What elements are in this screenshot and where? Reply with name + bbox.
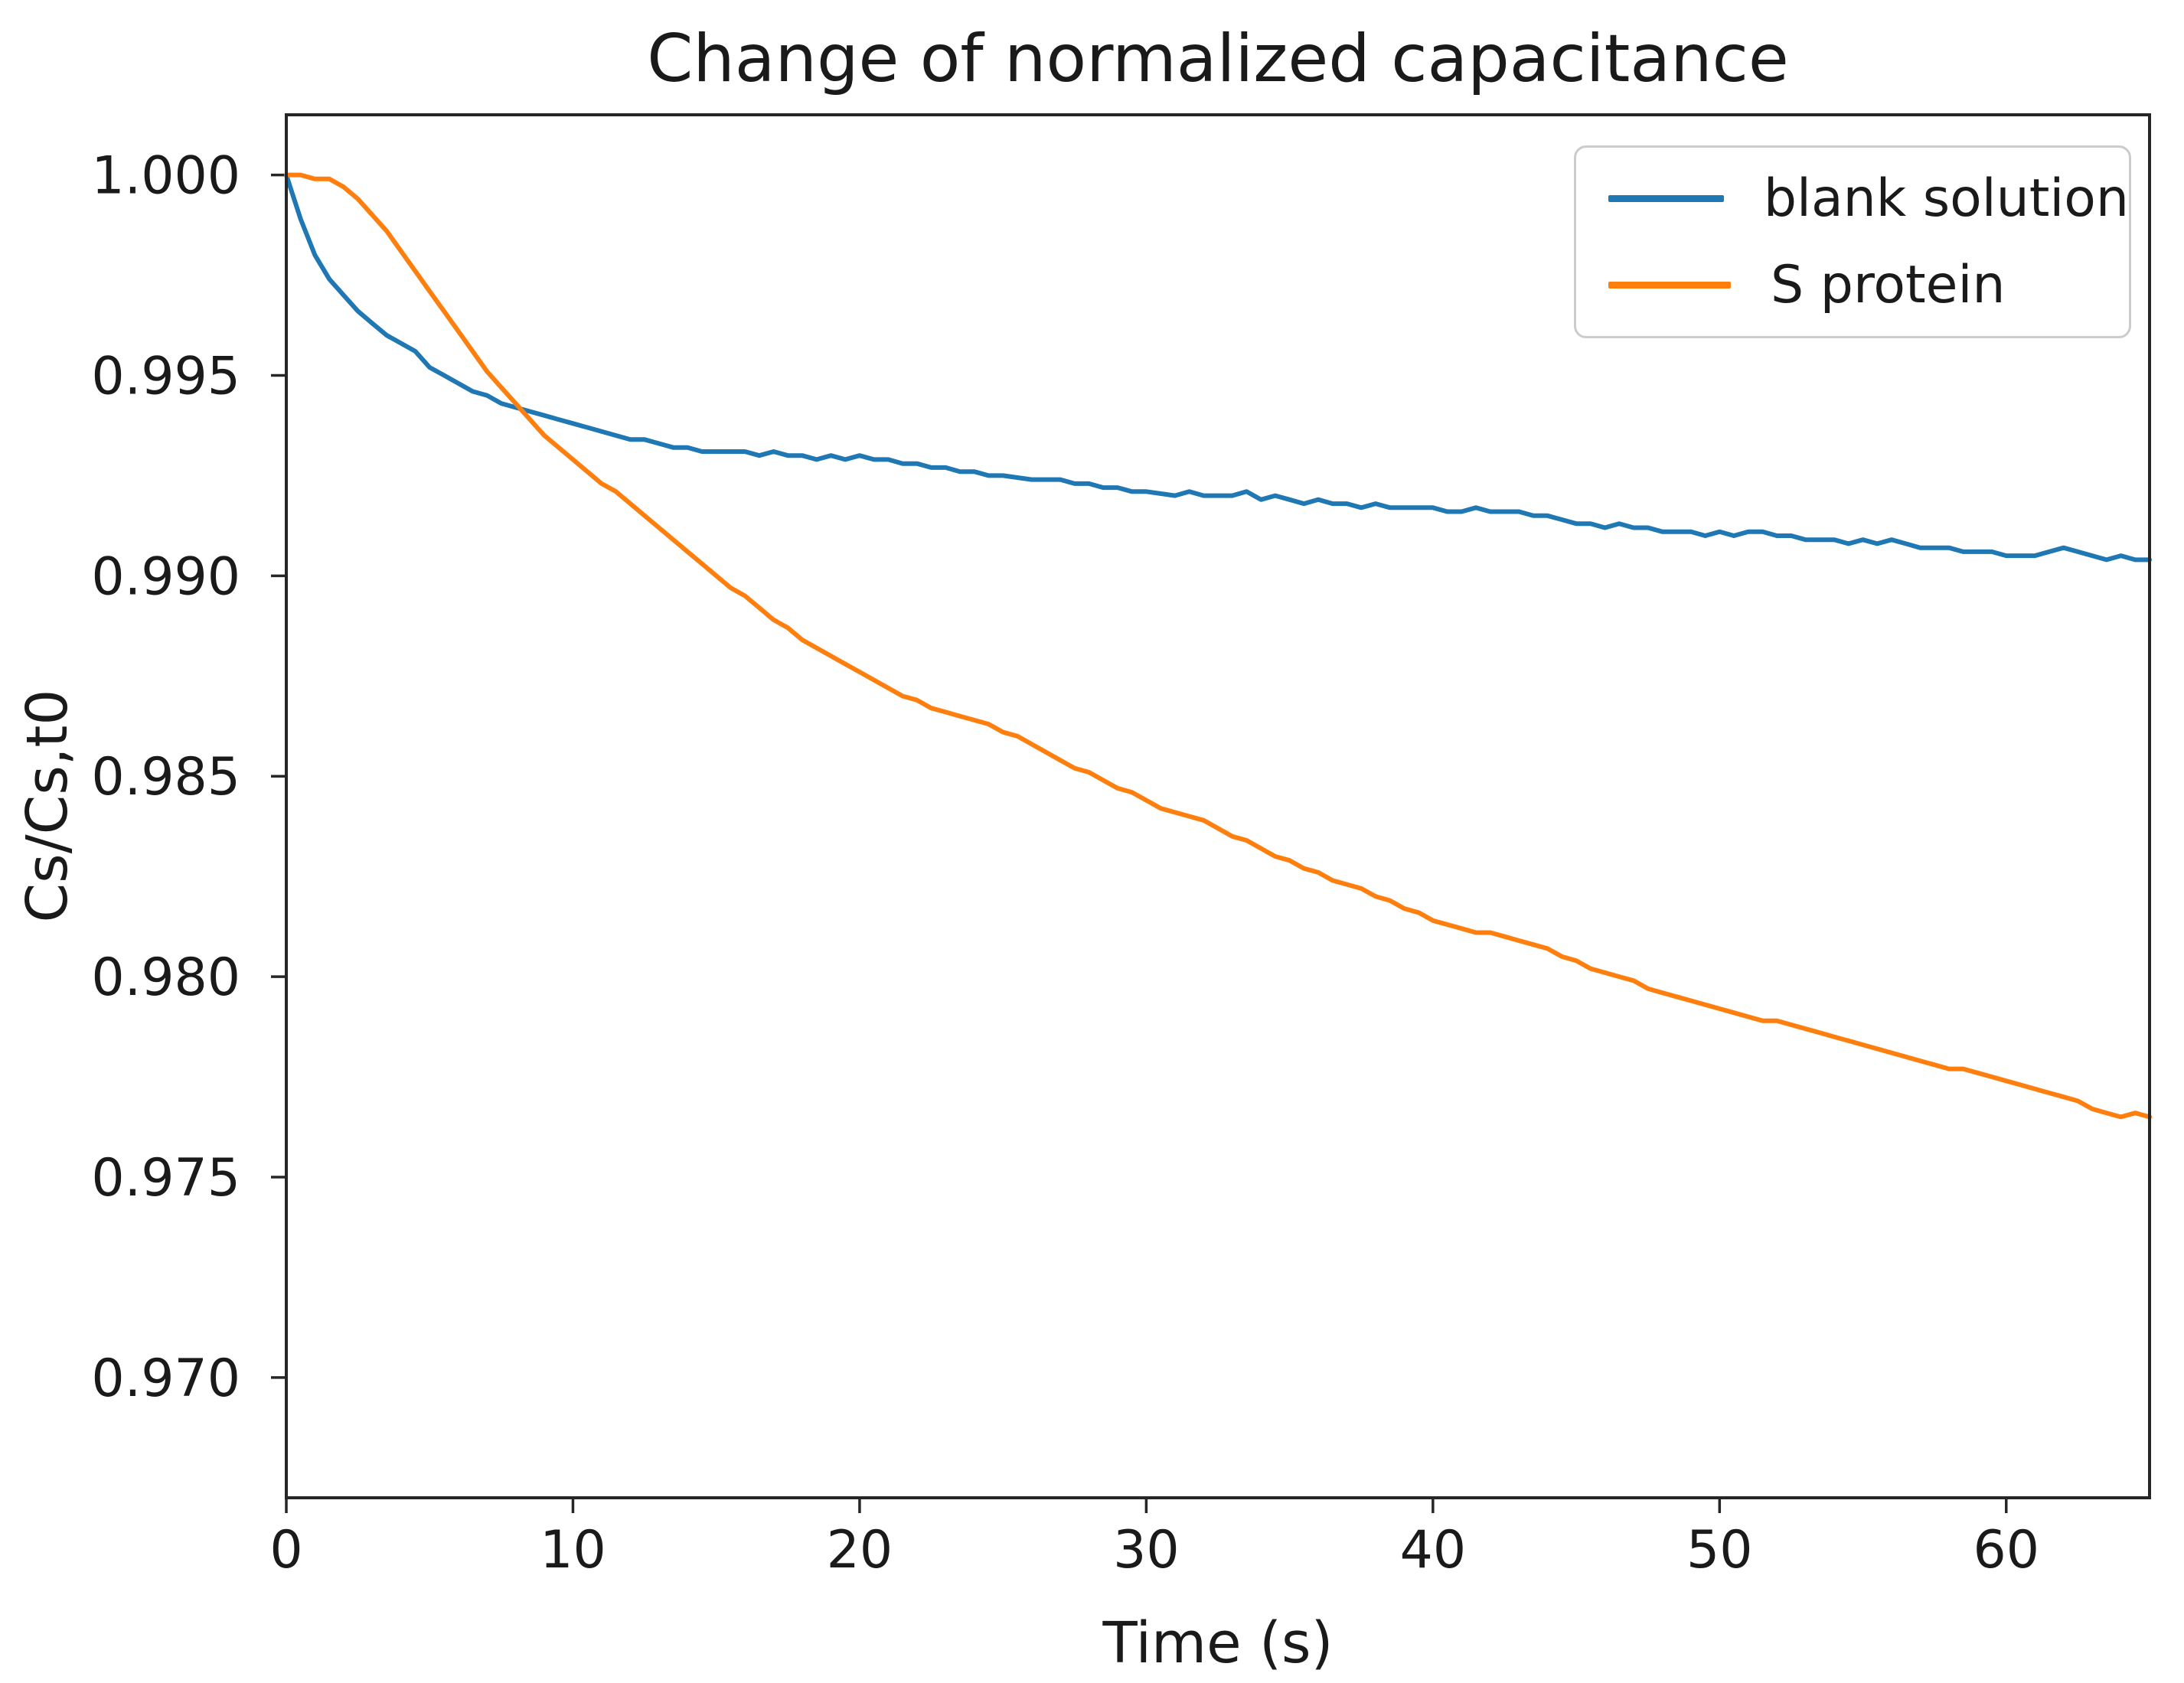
y-tick-label-0.985: 0.985 bbox=[91, 747, 240, 807]
x-tick-label-40: 40 bbox=[1400, 1520, 1467, 1580]
y-tick-label-0.970: 0.970 bbox=[91, 1349, 240, 1409]
legend-label-blank-solution: blank solution bbox=[1763, 168, 2129, 229]
series-line-blank-solution bbox=[284, 172, 2152, 563]
x-tick-label-30: 30 bbox=[1113, 1520, 1180, 1580]
axes-spines bbox=[285, 113, 2151, 1499]
y-tick-label-1.000: 1.000 bbox=[91, 146, 240, 207]
x-tick-label-50: 50 bbox=[1686, 1520, 1753, 1580]
x-tick-label-20: 20 bbox=[827, 1520, 893, 1580]
series-line-S-protein bbox=[284, 172, 2152, 1120]
y-tick-label-0.975: 0.975 bbox=[91, 1148, 240, 1208]
legend-line-swatch-blue bbox=[1608, 195, 1724, 202]
x-tick-label-0: 0 bbox=[269, 1520, 302, 1580]
legend-item-blank-solution: blank solution bbox=[1608, 168, 2129, 229]
legend-line-swatch-orange bbox=[1608, 282, 1731, 289]
x-axis-label: Time (s) bbox=[1102, 1610, 1334, 1676]
legend: blank solution S protein bbox=[1574, 145, 2131, 338]
x-tick-label-10: 10 bbox=[540, 1520, 606, 1580]
chart-title: Change of normalized capacitance bbox=[647, 21, 1789, 97]
y-tick-label-0.990: 0.990 bbox=[91, 546, 240, 607]
legend-item-s-protein: S protein bbox=[1608, 259, 2129, 311]
x-tick-label-60: 60 bbox=[1973, 1520, 2040, 1580]
y-tick-label-0.980: 0.980 bbox=[91, 948, 240, 1008]
legend-label-s-protein: S protein bbox=[1771, 254, 2006, 315]
y-tick-label-0.995: 0.995 bbox=[91, 346, 240, 406]
